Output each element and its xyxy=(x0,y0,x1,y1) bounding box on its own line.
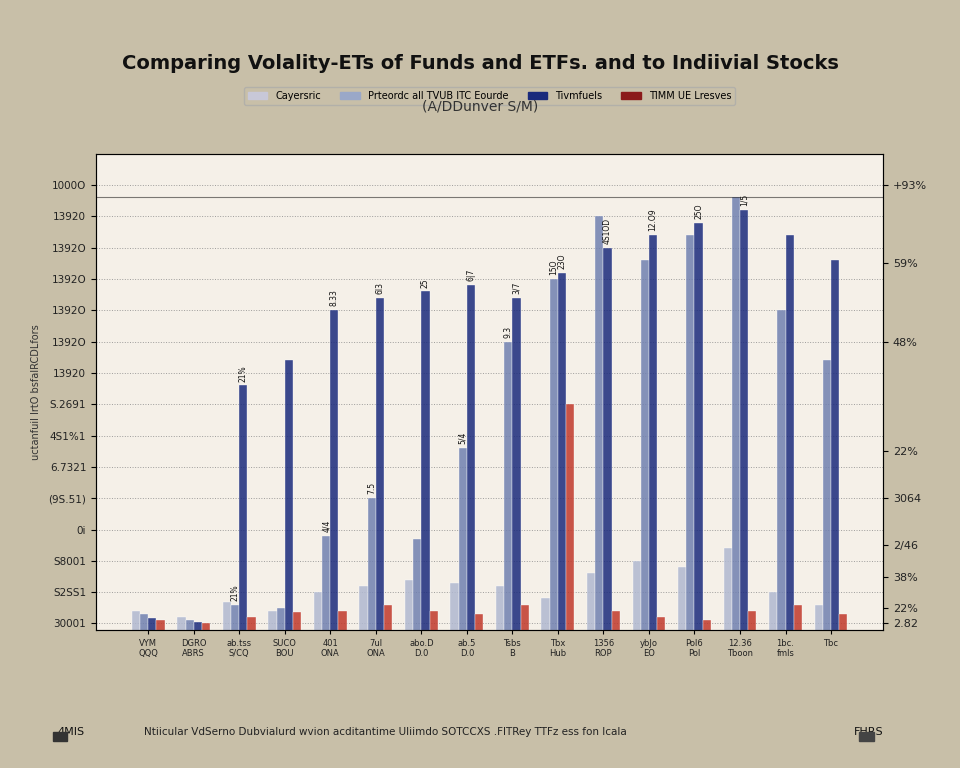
Bar xyxy=(330,310,339,768)
Bar xyxy=(732,197,740,768)
Text: 23O: 23O xyxy=(558,253,566,269)
Bar xyxy=(587,574,595,768)
Text: 6|7: 6|7 xyxy=(467,269,475,281)
Bar xyxy=(558,273,566,768)
Bar xyxy=(231,604,239,768)
Bar xyxy=(359,586,368,768)
Legend: Cayersric, Prteordc all TVUB ITC Eourde, Tivmfuels, TIMM UE Lresves: Cayersric, Prteordc all TVUB ITC Eourde,… xyxy=(244,87,735,104)
Bar xyxy=(831,260,839,768)
Text: 8.33: 8.33 xyxy=(330,290,339,306)
Text: Comparing Volality-ETs of Funds and ETFs. and to Indiivial Stocks: Comparing Volality-ETs of Funds and ETFs… xyxy=(122,54,838,73)
Text: 21%: 21% xyxy=(230,584,240,601)
Bar xyxy=(285,360,293,768)
Bar xyxy=(724,548,732,768)
Text: (A/DDunver S/M): (A/DDunver S/M) xyxy=(421,100,539,114)
Bar xyxy=(686,235,694,768)
Bar xyxy=(703,621,710,768)
Bar xyxy=(678,567,686,768)
Bar xyxy=(740,210,748,768)
Bar xyxy=(429,611,438,768)
Bar xyxy=(504,342,513,768)
Bar xyxy=(314,592,322,768)
Bar xyxy=(769,592,778,768)
Text: 1/5: 1/5 xyxy=(739,194,749,207)
Text: FHRS: FHRS xyxy=(853,727,883,737)
Bar xyxy=(185,621,194,768)
Bar xyxy=(649,235,658,768)
Bar xyxy=(202,624,210,768)
Bar xyxy=(815,604,823,768)
Bar xyxy=(520,604,529,768)
Text: 5/4: 5/4 xyxy=(458,432,468,445)
Bar xyxy=(450,583,459,768)
Bar xyxy=(794,604,802,768)
Text: 3/7: 3/7 xyxy=(512,282,521,294)
Bar xyxy=(384,604,393,768)
Bar xyxy=(223,601,231,768)
Bar xyxy=(405,580,413,768)
Bar xyxy=(778,310,785,768)
Text: 4/4: 4/4 xyxy=(322,520,330,532)
Bar xyxy=(178,617,185,768)
Text: 6I3: 6I3 xyxy=(375,282,384,294)
Bar xyxy=(748,611,756,768)
Bar xyxy=(823,360,831,768)
Text: 15O: 15O xyxy=(549,260,559,275)
Text: 4MIS: 4MIS xyxy=(58,727,84,737)
Bar xyxy=(785,235,794,768)
Bar xyxy=(839,614,848,768)
Text: 25: 25 xyxy=(420,278,430,288)
Bar xyxy=(148,618,156,768)
Bar xyxy=(368,498,375,768)
Bar xyxy=(633,561,640,768)
Text: Ntiicular VdSerno Dubvialurd wvion acditantime Uliimdo SOTCCXS .FITRey TTFz ess : Ntiicular VdSerno Dubvialurd wvion acdit… xyxy=(144,727,627,737)
Bar xyxy=(421,291,429,768)
Bar xyxy=(293,612,301,768)
Text: 21%: 21% xyxy=(239,365,248,382)
Bar xyxy=(459,448,467,768)
Text: 4S1OD: 4S1OD xyxy=(603,217,612,243)
Bar xyxy=(513,298,520,768)
Bar xyxy=(541,598,550,768)
Bar xyxy=(640,260,649,768)
Bar xyxy=(604,247,612,768)
Bar xyxy=(612,611,620,768)
Bar xyxy=(658,617,665,768)
Bar xyxy=(375,298,384,768)
Bar xyxy=(132,611,140,768)
Y-axis label: uctanfuil IrtO bsfaIRCDLfors: uctanfuil IrtO bsfaIRCDLfors xyxy=(32,324,41,459)
Bar xyxy=(550,279,558,768)
Bar xyxy=(467,285,475,768)
Bar xyxy=(595,217,604,768)
Text: 9.3: 9.3 xyxy=(504,326,513,338)
Bar xyxy=(276,607,285,768)
Bar xyxy=(322,536,330,768)
Bar xyxy=(339,611,347,768)
Bar xyxy=(475,614,483,768)
Bar xyxy=(194,622,202,768)
Bar xyxy=(413,539,421,768)
Text: 12.O9: 12.O9 xyxy=(649,209,658,231)
Text: 7.5: 7.5 xyxy=(367,482,376,495)
Bar xyxy=(566,404,574,768)
Bar xyxy=(239,386,248,768)
Text: 25O: 25O xyxy=(694,204,703,219)
Bar xyxy=(248,617,255,768)
Bar xyxy=(269,611,276,768)
Bar xyxy=(694,223,703,768)
Bar xyxy=(496,586,504,768)
Bar xyxy=(140,614,148,768)
Bar xyxy=(156,621,164,768)
